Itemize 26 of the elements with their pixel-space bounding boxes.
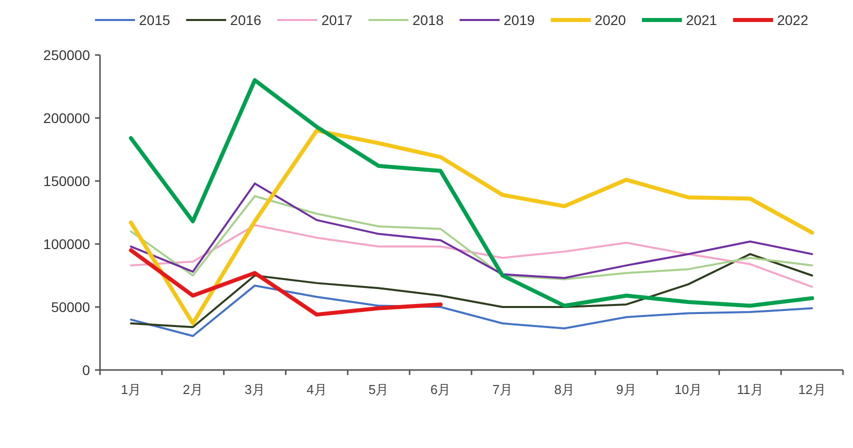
x-tick-label: 7月 xyxy=(492,382,513,397)
y-tick-label: 50000 xyxy=(51,299,90,315)
x-tick-label: 8月 xyxy=(554,382,574,397)
legend-label: 2017 xyxy=(321,12,353,28)
x-tick-label: 6月 xyxy=(430,382,451,397)
legend-label: 2021 xyxy=(686,12,718,28)
legend-label: 2015 xyxy=(139,12,170,28)
y-tick-label: 150000 xyxy=(43,173,90,189)
x-tick-label: 3月 xyxy=(244,382,265,397)
x-tick-label: 12月 xyxy=(798,382,826,397)
x-tick-label: 5月 xyxy=(368,382,389,397)
legend-label: 2018 xyxy=(412,12,444,28)
legend-label: 2019 xyxy=(504,12,535,28)
y-tick-label: 100000 xyxy=(43,236,90,252)
legend-label: 2020 xyxy=(594,12,626,28)
y-tick-label: 250000 xyxy=(43,47,90,63)
x-tick-label: 1月 xyxy=(120,382,142,397)
x-tick-label: 11月 xyxy=(736,382,764,397)
legend-label: 2016 xyxy=(230,12,262,28)
y-tick-label: 200000 xyxy=(43,110,90,126)
x-tick-label: 4月 xyxy=(306,382,327,397)
x-tick-label: 2月 xyxy=(182,382,203,397)
x-tick-label: 9月 xyxy=(616,382,636,397)
x-tick-label: 10月 xyxy=(674,382,702,397)
legend-label: 2022 xyxy=(777,12,808,28)
y-tick-label: 0 xyxy=(82,362,90,378)
